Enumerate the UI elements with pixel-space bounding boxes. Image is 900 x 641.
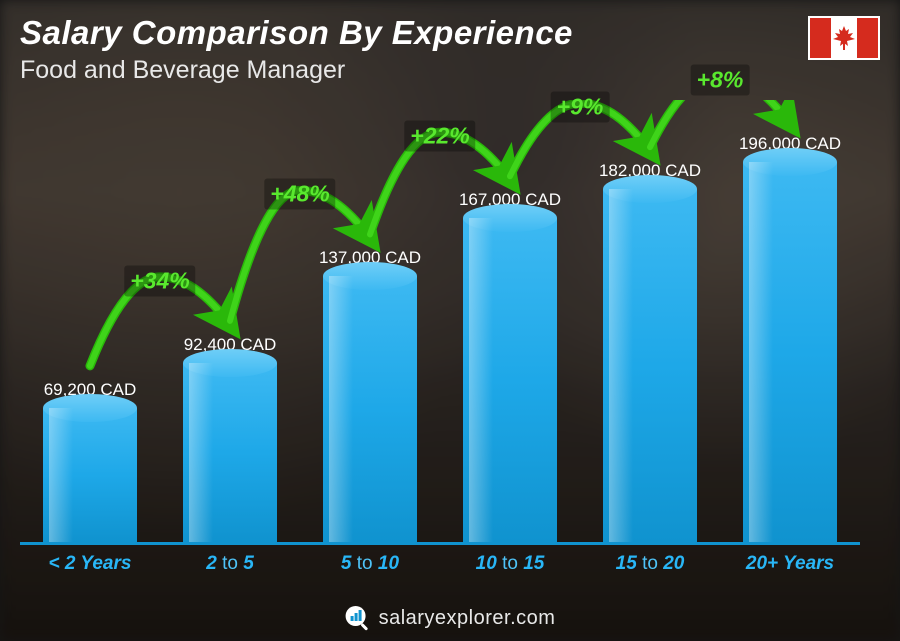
- footer-brand: salaryexplorer.com: [345, 605, 556, 631]
- category-label: 10 to 15: [440, 553, 580, 575]
- chart-area: 69,200 CAD92,400 CAD137,000 CAD167,000 C…: [20, 100, 860, 571]
- bars-container: 69,200 CAD92,400 CAD137,000 CAD167,000 C…: [20, 100, 860, 542]
- country-flag-canada: [808, 16, 880, 60]
- x-axis-baseline: [20, 542, 860, 545]
- bar-group: 167,000 CAD: [440, 190, 580, 542]
- flag-band-right: [857, 18, 878, 58]
- footer-brand-text: salaryexplorer.com: [379, 607, 556, 630]
- increase-percent-text: +22%: [410, 123, 469, 149]
- chart-title: Salary Comparison By Experience: [20, 14, 573, 52]
- bar: [603, 189, 697, 542]
- increase-percent-badge: +8%: [691, 65, 750, 96]
- category-label: < 2 Years: [20, 553, 160, 575]
- increase-percent-text: +34%: [130, 267, 189, 293]
- bar: [183, 363, 277, 542]
- bar-group: 196,000 CAD: [720, 134, 860, 542]
- category-label: 2 to 5: [160, 553, 300, 575]
- chart-subtitle: Food and Beverage Manager: [20, 56, 345, 85]
- bar-group: 137,000 CAD: [300, 248, 440, 542]
- bar-group: 69,200 CAD: [20, 380, 160, 542]
- bar-group: 182,000 CAD: [580, 161, 720, 542]
- category-label: 20+ Years: [720, 553, 860, 575]
- flag-maple-leaf-icon: [831, 18, 857, 58]
- magnifier-chart-icon: [345, 605, 371, 631]
- bar: [43, 408, 137, 542]
- increase-percent-badge: +9%: [551, 92, 610, 123]
- increase-percent-text: +9%: [557, 94, 604, 120]
- bar: [323, 276, 417, 542]
- flag-band-left: [810, 18, 831, 58]
- bar-group: 92,400 CAD: [160, 335, 300, 542]
- increase-percent-text: +48%: [270, 181, 329, 207]
- bar: [463, 218, 557, 542]
- increase-percent-badge: +34%: [124, 265, 195, 296]
- increase-percent-badge: +22%: [404, 121, 475, 152]
- category-label: 5 to 10: [300, 553, 440, 575]
- increase-percent-text: +8%: [697, 67, 744, 93]
- category-labels-row: < 2 Years2 to 55 to 1010 to 1515 to 2020…: [20, 553, 860, 575]
- content-layer: Salary Comparison By Experience Food and…: [0, 0, 900, 641]
- bar: [743, 162, 837, 542]
- category-label: 15 to 20: [580, 553, 720, 575]
- increase-percent-badge: +48%: [264, 179, 335, 210]
